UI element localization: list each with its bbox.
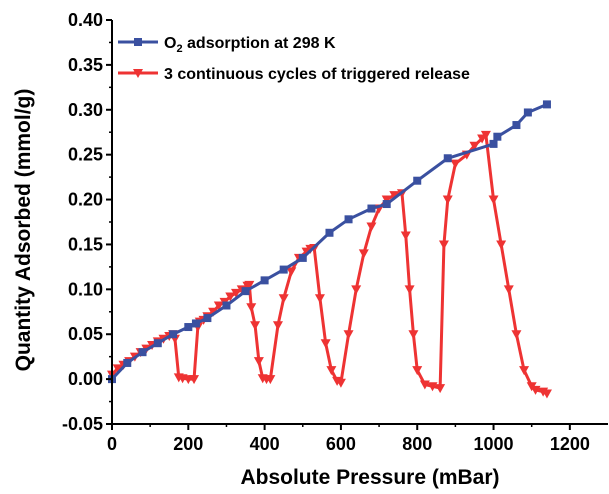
data-point (404, 285, 415, 295)
data-point (250, 321, 261, 331)
data-point (489, 139, 498, 148)
data-point (253, 357, 264, 367)
legend-entry: 3 continuous cycles of triggered release (118, 66, 470, 83)
data-point (184, 323, 193, 332)
data-point (519, 366, 530, 376)
data-point (512, 121, 521, 130)
legend-marker (133, 69, 143, 78)
data-point (191, 319, 200, 328)
x-tick-label: 1000 (474, 434, 514, 454)
y-tick-label: 0.05 (68, 324, 103, 344)
data-point (138, 348, 147, 357)
axes: -0.05 0.00 0.05 0.10 0.15 0.20 0.25 0.30 0.35 0.4… (62, 10, 608, 454)
data-point (278, 294, 289, 304)
data-point (358, 249, 369, 259)
y-tick-label: 0.15 (68, 234, 103, 254)
data-point (351, 285, 362, 295)
data-point (480, 130, 491, 140)
x-tick-label: 800 (402, 434, 432, 454)
data-point (298, 253, 307, 262)
data-point (325, 228, 334, 237)
x-tick-label: 400 (250, 434, 280, 454)
data-point (343, 330, 354, 340)
data-point (366, 222, 377, 232)
y-tick-label: 0.30 (68, 100, 103, 120)
data-point (412, 366, 423, 376)
data-point (272, 321, 283, 331)
data-point (542, 100, 551, 109)
x-tick-label: 0 (107, 434, 117, 454)
data-point (503, 285, 514, 295)
data-point (112, 364, 123, 374)
data-point (419, 380, 430, 390)
data-point (286, 267, 297, 277)
data-point (469, 141, 480, 151)
data-point (427, 382, 438, 392)
legend: O2 adsorption at 298 K 3 continuous cycle… (118, 35, 470, 83)
x-tick-label: 1200 (550, 434, 590, 454)
data-point (231, 288, 241, 298)
data-point (314, 294, 325, 304)
data-point (246, 303, 257, 313)
data-point (382, 200, 391, 209)
data-point (213, 301, 224, 311)
data-point (443, 154, 452, 163)
data-point (389, 191, 400, 201)
series-1 (107, 130, 552, 399)
data-point (438, 240, 449, 250)
legend-label: 3 continuous cycles of triggered release (164, 66, 470, 83)
data-point (203, 314, 212, 323)
data-point (530, 385, 541, 395)
data-point (265, 375, 276, 385)
data-point (442, 195, 453, 205)
data-point (523, 108, 532, 117)
data-point (488, 195, 499, 205)
x-tick-label: 200 (173, 434, 203, 454)
data-point (169, 330, 178, 339)
data-point (493, 132, 502, 141)
y-axis-title: Quantity Adsorbed (mmol/g) (12, 89, 35, 372)
x-axis-title: Absolute Pressure (mBar) (240, 466, 499, 489)
data-point (367, 204, 376, 213)
data-point (153, 339, 162, 348)
data-point (320, 339, 331, 349)
legend-marker (134, 38, 142, 46)
data-point (189, 375, 200, 385)
data-point (435, 384, 446, 394)
data-point (123, 358, 132, 367)
y-tick-label: -0.05 (62, 414, 103, 434)
y-tick-label: 0.35 (68, 55, 103, 75)
series-line (110, 133, 548, 395)
y-tick-label: 0.25 (68, 145, 103, 165)
data-point (279, 265, 288, 274)
legend-label: O2 adsorption at 298 K (164, 35, 336, 55)
series-0 (108, 100, 551, 384)
y-tick-label: 0.00 (68, 369, 103, 389)
y-tick-label: 0.20 (68, 190, 103, 210)
data-point (400, 231, 411, 241)
x-tick-label: 600 (326, 434, 356, 454)
data-point (225, 292, 236, 302)
plot-area (107, 100, 552, 399)
legend-entry: O2 adsorption at 298 K (118, 35, 336, 55)
data-point (344, 215, 353, 224)
data-point (241, 287, 250, 296)
data-point (335, 378, 346, 388)
data-point (326, 366, 337, 376)
data-point (244, 280, 255, 290)
data-point (208, 307, 219, 317)
data-point (541, 389, 552, 399)
data-point (450, 159, 461, 169)
y-tick-label: 0.10 (68, 279, 103, 299)
data-point (413, 176, 422, 185)
data-point (260, 276, 269, 285)
data-point (496, 240, 507, 250)
data-point (511, 330, 522, 340)
y-tick-label: 0.40 (68, 10, 103, 30)
data-point (408, 330, 419, 340)
data-point (222, 301, 231, 310)
